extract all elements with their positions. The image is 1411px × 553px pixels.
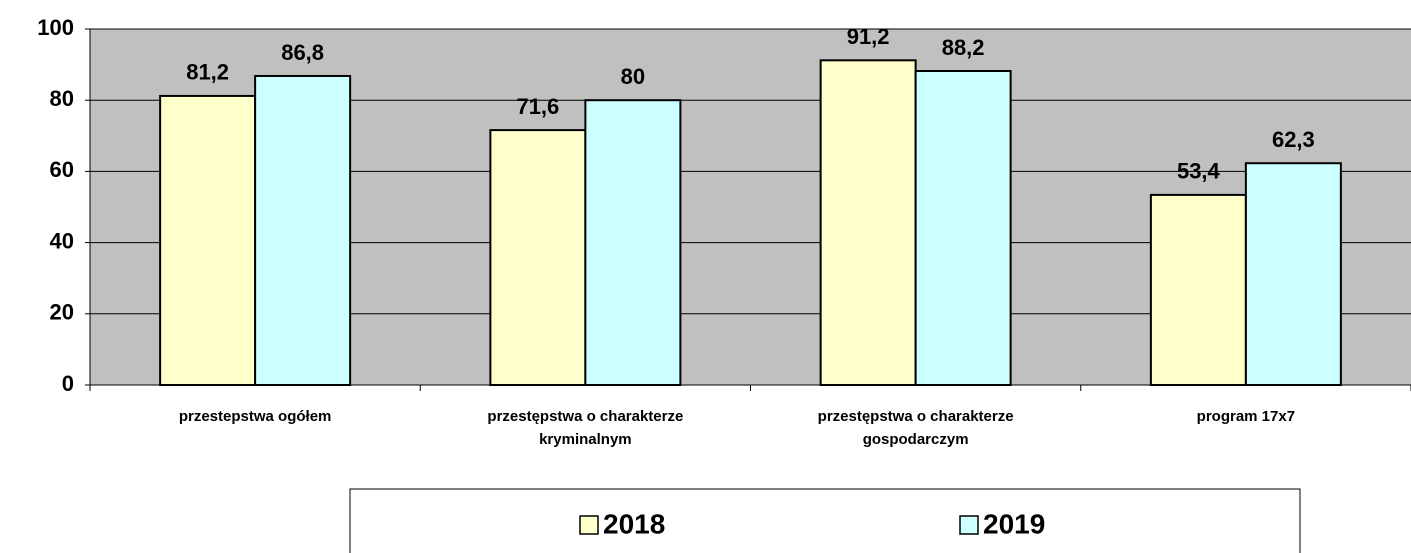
bar (254, 74, 352, 386)
data-label: 81,2 (186, 60, 229, 85)
y-tick-label: 40 (50, 228, 74, 253)
legend-label: 2018 (603, 508, 665, 539)
data-label: 86,8 (281, 40, 324, 65)
legend-swatch (959, 515, 979, 535)
y-tick-label: 60 (50, 157, 74, 182)
data-label: 88,2 (942, 35, 985, 60)
data-label: 53,4 (1177, 159, 1221, 184)
bar (159, 94, 257, 386)
bar (1244, 162, 1342, 386)
y-tick-label: 80 (50, 86, 74, 111)
x-tick-label: przestępstwa o charakterze gospodarczym (817, 408, 1014, 448)
bar (584, 99, 682, 386)
data-label: 91,2 (847, 24, 890, 49)
bar (914, 70, 1012, 387)
x-tick-label: przestepstwa ogółem (178, 408, 332, 425)
y-tick-label: 100 (37, 15, 74, 40)
bar (1149, 193, 1247, 386)
x-tick-label: przestępstwa o charakterze kryminalnym (487, 408, 684, 448)
bar (489, 129, 587, 386)
data-label: 62,3 (1272, 127, 1315, 152)
data-label: 71,6 (516, 94, 559, 119)
y-tick-label: 0 (62, 371, 74, 396)
legend-swatch (579, 515, 599, 535)
legend-box (349, 488, 1301, 553)
data-label: 80 (621, 64, 645, 89)
legend-label: 2019 (983, 508, 1045, 539)
x-tick-label: program 17x7 (1196, 408, 1296, 425)
y-tick-label: 20 (50, 300, 74, 325)
bar (819, 59, 917, 386)
